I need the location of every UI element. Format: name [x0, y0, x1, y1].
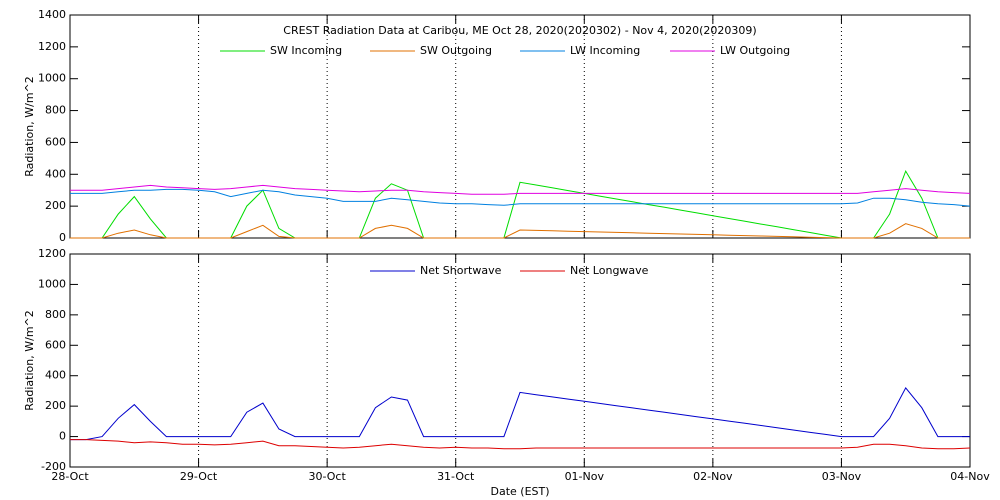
x-tick-label: 31-Oct — [437, 470, 475, 483]
y-tick-label: 0 — [59, 231, 66, 244]
series-line — [70, 184, 971, 195]
x-tick-label: 04-Nov — [950, 470, 990, 483]
y-tick-label: -200 — [41, 460, 66, 473]
series-line — [70, 386, 970, 441]
series-line — [70, 188, 971, 207]
series-line — [70, 223, 970, 239]
y-tick-label: 1200 — [38, 40, 66, 53]
x-tick-label: 01-Nov — [565, 470, 605, 483]
y-tick-label: 1400 — [38, 8, 66, 21]
x-tick-label: 29-Oct — [180, 470, 218, 483]
legend-label: SW Incoming — [270, 44, 342, 57]
y-tick-label: 800 — [45, 104, 66, 117]
y-tick-label: 600 — [45, 135, 66, 148]
y-axis-label: Radiation, W/m^2 — [23, 76, 36, 177]
y-tick-label: 0 — [59, 430, 66, 443]
plot-frame — [69, 14, 971, 239]
x-tick-label: 30-Oct — [308, 470, 346, 483]
legend-label: SW Outgoing — [420, 44, 492, 57]
y-tick-label: 400 — [45, 167, 66, 180]
legend-label: Net Longwave — [570, 264, 649, 277]
plot-frame — [69, 253, 971, 468]
series-line — [70, 439, 971, 450]
series-line — [70, 169, 970, 239]
y-tick-label: 1000 — [38, 277, 66, 290]
y-tick-label: 800 — [45, 308, 66, 321]
y-tick-label: 1000 — [38, 72, 66, 85]
chart-title: CREST Radiation Data at Caribou, ME Oct … — [283, 24, 756, 37]
y-tick-label: 1200 — [38, 247, 66, 260]
x-tick-label: 02-Nov — [693, 470, 733, 483]
legend-label: Net Shortwave — [420, 264, 502, 277]
legend-label: LW Incoming — [570, 44, 640, 57]
x-tick-label: 03-Nov — [822, 470, 862, 483]
x-axis-label: Date (EST) — [490, 485, 549, 498]
x-tick-label: 28-Oct — [51, 470, 89, 483]
y-tick-label: 600 — [45, 338, 66, 351]
y-tick-label: 200 — [45, 399, 66, 412]
y-tick-label: 200 — [45, 199, 66, 212]
y-axis-label: Radiation, W/m^2 — [23, 310, 36, 411]
legend-label: LW Outgoing — [720, 44, 790, 57]
y-tick-label: 400 — [45, 369, 66, 382]
